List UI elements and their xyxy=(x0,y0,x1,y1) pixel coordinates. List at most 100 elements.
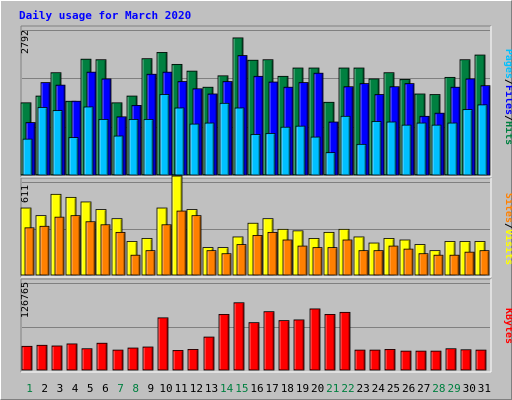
bar-sites-day-2 xyxy=(39,225,50,276)
bar-pages-day-7 xyxy=(113,135,124,176)
x-tick-label-day-13: 13 xyxy=(205,382,218,395)
bar-pages-day-16 xyxy=(250,134,261,176)
bar-kbytes-day-25 xyxy=(384,349,396,371)
bar-sites-day-16 xyxy=(252,235,263,276)
bar-sites-day-25 xyxy=(388,245,399,276)
bar-pages-day-20 xyxy=(310,136,321,176)
x-tick-label-day-23: 23 xyxy=(357,382,370,395)
bar-kbytes-day-22 xyxy=(339,311,351,371)
bar-sites-day-1 xyxy=(24,227,35,276)
bar-kbytes-day-14 xyxy=(218,314,230,371)
y-label-hits: Hits xyxy=(503,121,512,145)
x-tick-label-day-30: 30 xyxy=(463,382,476,395)
x-tick-label-day-22: 22 xyxy=(341,382,354,395)
bar-sites-day-29 xyxy=(449,254,460,276)
x-tick-label-day-29: 29 xyxy=(447,382,460,395)
bar-kbytes-day-19 xyxy=(293,319,305,371)
bar-pages-day-24 xyxy=(371,121,382,176)
y-label-visits: Visits xyxy=(503,229,512,265)
x-tick-label-day-31: 31 xyxy=(478,382,491,395)
bar-kbytes-day-21 xyxy=(324,314,336,371)
bar-sites-day-11 xyxy=(176,210,187,276)
x-tick-label-day-16: 16 xyxy=(250,382,263,395)
bar-pages-day-28 xyxy=(431,124,442,176)
bar-sites-day-10 xyxy=(161,224,172,276)
bar-kbytes-day-5 xyxy=(81,348,93,371)
bar-kbytes-day-24 xyxy=(369,349,381,371)
bar-sites-day-22 xyxy=(342,239,353,276)
x-tick-label-day-28: 28 xyxy=(432,382,445,395)
bar-kbytes-day-7 xyxy=(112,349,124,371)
bar-pages-day-3 xyxy=(52,110,63,176)
bar-kbytes-day-27 xyxy=(415,350,427,371)
x-tick-label-day-21: 21 xyxy=(326,382,339,395)
bar-pages-day-9 xyxy=(143,119,154,176)
sites-y-label: Sites/Visits xyxy=(503,193,512,265)
x-tick-label-day-26: 26 xyxy=(402,382,415,395)
x-tick-label-day-25: 25 xyxy=(387,382,400,395)
x-tick-label-day-11: 11 xyxy=(175,382,188,395)
bar-pages-day-11 xyxy=(174,107,185,176)
x-axis-labels: 1 2 3 4 5 6 7 8 9 10 11 12 13 14 15 16 17 18 19 20 21 22 23 24 2… xyxy=(26,382,491,395)
bar-sites-day-8 xyxy=(130,254,141,276)
x-tick-label-day-24: 24 xyxy=(372,382,386,395)
bar-kbytes-day-1 xyxy=(21,345,33,371)
x-tick-label-day-15: 15 xyxy=(235,382,248,395)
kbytes-panel xyxy=(20,278,492,373)
bar-kbytes-day-6 xyxy=(96,342,108,371)
kbytes-max-label: 126765 xyxy=(20,282,31,318)
x-tick-label-day-2: 2 xyxy=(41,382,48,395)
y-label-pages: Pages xyxy=(503,49,512,79)
bar-pages-day-29 xyxy=(447,122,458,176)
bar-sites-day-21 xyxy=(327,247,338,276)
x-tick-label-day-5: 5 xyxy=(87,382,94,395)
x-tick-label-day-18: 18 xyxy=(281,382,294,395)
x-tick-label-day-8: 8 xyxy=(132,382,139,395)
bar-pages-day-19 xyxy=(295,125,306,176)
bar-sites-day-6 xyxy=(100,224,111,276)
bar-kbytes-day-2 xyxy=(36,344,48,371)
bar-pages-day-26 xyxy=(401,124,412,176)
bar-pages-day-27 xyxy=(416,122,427,176)
bar-kbytes-day-8 xyxy=(127,347,139,371)
x-tick-label-day-4: 4 xyxy=(72,382,79,395)
y-label-sites: Sites xyxy=(503,193,512,223)
bar-sites-day-3 xyxy=(54,216,65,276)
x-tick-label-day-3: 3 xyxy=(57,382,64,395)
bar-kbytes-day-23 xyxy=(354,349,366,371)
bar-pages-day-5 xyxy=(83,106,94,176)
bar-sites-day-18 xyxy=(282,239,293,276)
bar-sites-day-24 xyxy=(373,250,384,276)
bar-kbytes-day-15 xyxy=(233,302,245,371)
hits-max-label: 2792 xyxy=(20,30,31,54)
bar-kbytes-day-26 xyxy=(400,350,412,371)
bar-pages-day-8 xyxy=(128,119,139,176)
chart-title: Daily usage for March 2020 xyxy=(19,9,191,22)
bar-sites-day-27 xyxy=(418,253,429,276)
bar-pages-day-6 xyxy=(98,119,109,176)
bar-sites-day-26 xyxy=(403,248,414,276)
bar-pages-day-25 xyxy=(386,121,397,176)
x-tick-label-day-20: 20 xyxy=(311,382,324,395)
x-tick-label-day-12: 12 xyxy=(190,382,203,395)
bar-kbytes-day-4 xyxy=(66,343,78,371)
bar-pages-day-23 xyxy=(356,143,367,176)
bar-sites-day-15 xyxy=(236,244,247,276)
sites-visits-panel xyxy=(20,175,492,278)
bar-kbytes-day-13 xyxy=(203,336,215,371)
bar-sites-day-4 xyxy=(70,215,81,276)
x-tick-label-day-9: 9 xyxy=(148,382,155,395)
bar-pages-day-12 xyxy=(189,123,200,176)
bar-sites-day-19 xyxy=(297,245,308,276)
bar-kbytes-day-10 xyxy=(157,317,169,371)
bar-pages-day-18 xyxy=(280,126,291,176)
bar-pages-day-30 xyxy=(462,109,473,176)
x-tick-label-day-27: 27 xyxy=(417,382,430,395)
x-tick-label-day-14: 14 xyxy=(220,382,234,395)
x-tick-label-day-1: 1 xyxy=(26,382,33,395)
bar-pages-day-15 xyxy=(234,107,245,176)
bar-pages-day-14 xyxy=(219,102,230,176)
sites-max-label: 611 xyxy=(20,185,31,203)
y-label-files: Files xyxy=(503,85,512,115)
